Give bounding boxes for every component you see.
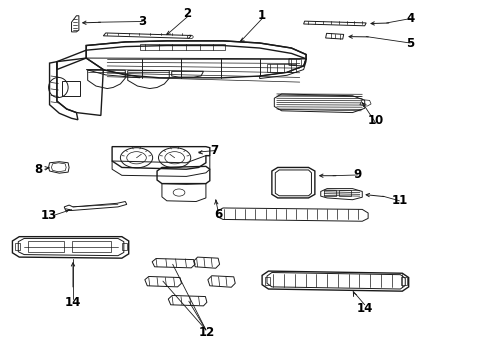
Bar — [339, 190, 351, 196]
Bar — [324, 190, 336, 196]
Bar — [27, 241, 64, 252]
Bar — [72, 241, 111, 252]
Text: 13: 13 — [41, 209, 57, 222]
Text: 12: 12 — [199, 325, 215, 338]
Text: 11: 11 — [392, 194, 408, 207]
Text: 9: 9 — [353, 168, 362, 181]
Text: 14: 14 — [65, 296, 81, 309]
Text: 2: 2 — [183, 8, 192, 21]
Text: 3: 3 — [138, 15, 147, 28]
Bar — [401, 277, 407, 285]
Text: 14: 14 — [357, 302, 373, 315]
Text: 10: 10 — [368, 114, 384, 127]
Text: 5: 5 — [406, 36, 414, 50]
Text: 7: 7 — [211, 144, 219, 157]
Bar — [122, 243, 127, 249]
Text: 4: 4 — [406, 12, 414, 25]
Bar — [62, 81, 80, 96]
Bar — [15, 243, 20, 249]
Bar — [267, 64, 296, 72]
Bar — [265, 277, 270, 285]
Text: 6: 6 — [214, 208, 222, 221]
Text: 1: 1 — [258, 9, 266, 22]
Bar — [140, 44, 225, 50]
Text: 8: 8 — [35, 163, 43, 176]
